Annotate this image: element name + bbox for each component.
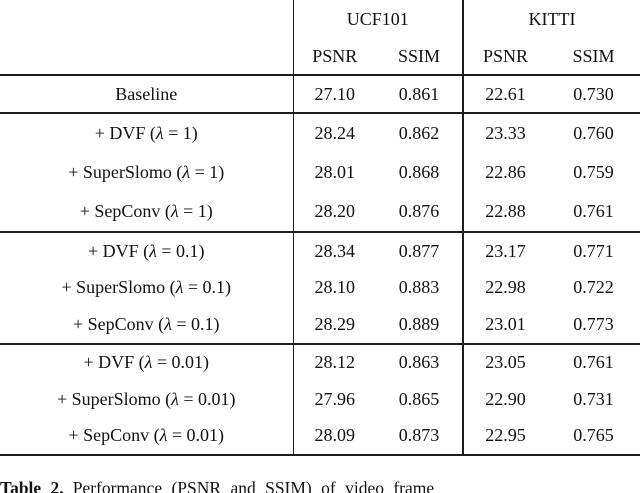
row-label: + DVF (λ = 1)	[0, 113, 294, 153]
ssim-kitti-value: 0.730	[573, 83, 614, 104]
ssim-kitti-value: 0.773	[573, 313, 614, 334]
corner-cell	[0, 0, 294, 75]
psnr-ucf101-value: 28.34	[314, 240, 356, 261]
table-row: Baseline 27.10 0.861 22.61 0.730	[0, 75, 640, 113]
ssim-kitti-value: 0.760	[573, 123, 614, 143]
psnr-kitti-value: 23.01	[485, 313, 526, 334]
row-label: Baseline	[0, 75, 294, 113]
table-row: + SuperSlomo (λ = 0.01) 27.96 0.865 22.9…	[0, 381, 640, 418]
ssim-kitti-value: 0.759	[573, 162, 614, 182]
psnr-ucf101-value: 28.01	[314, 162, 356, 182]
psnr-kitti-value: 22.95	[485, 425, 526, 446]
row-label: + SepConv (λ = 1)	[0, 192, 294, 232]
caption-label: Table 2.	[0, 478, 64, 493]
ssim-ucf101-value: 0.876	[376, 192, 465, 232]
table-row: + SepConv (λ = 0.01) 28.09 0.873 22.95 0…	[0, 417, 640, 455]
ssim-ucf101-value: 0.863	[376, 343, 465, 381]
ssim-kitti-value: 0.722	[573, 277, 614, 298]
table-row: + SuperSlomo (λ = 0.1) 28.10 0.883 22.98…	[0, 269, 640, 306]
ssim-ucf101-value: 0.877	[376, 232, 465, 270]
psnr-ucf101-value: 28.29	[314, 313, 356, 334]
row-label: + SuperSlomo (λ = 0.1)	[0, 269, 294, 306]
row-label: + DVF (λ = 0.1)	[0, 232, 294, 270]
ssim-ucf101-value: 0.862	[376, 113, 465, 153]
ssim-ucf101-value: 0.865	[376, 381, 465, 418]
ssim-ucf101-value: 0.883	[376, 269, 465, 306]
psnr-ucf101-value: 28.20	[314, 201, 356, 221]
psnr-kitti-value: 22.98	[485, 277, 526, 298]
psnr-ucf101-value: 28.10	[314, 277, 356, 298]
ssim-kitti-value: 0.761	[573, 352, 614, 373]
psnr-ucf101-value: 28.12	[314, 352, 356, 373]
dataset-header-ucf101: UCF101	[293, 0, 465, 38]
ssim-kitti-value: 0.765	[573, 425, 614, 446]
row-label: + SepConv (λ = 0.01)	[0, 417, 294, 455]
table-row: + SuperSlomo (λ = 1) 28.01 0.868 22.86 0…	[0, 153, 640, 192]
psnr-ucf101-value: 27.10	[314, 83, 356, 104]
ssim-ucf101-value: 0.868	[376, 153, 465, 192]
row-label: + SuperSlomo (λ = 0.01)	[0, 381, 294, 418]
psnr-kitti-value: 23.05	[485, 352, 526, 373]
table-row: + SepConv (λ = 1) 28.20 0.876 22.88 0.76…	[0, 192, 640, 232]
psnr-kitti-value: 22.61	[485, 83, 526, 104]
psnr-kitti-value: 23.33	[485, 123, 526, 143]
ssim-kitti-value: 0.771	[573, 240, 614, 261]
psnr-kitti-value: 22.88	[485, 201, 526, 221]
ssim-ucf101-value: 0.873	[376, 417, 465, 455]
table-row-dataset-header: UCF101 KITTI	[0, 0, 640, 75]
ssim-kitti-value: 0.731	[573, 388, 614, 409]
ssim-ucf101-value: 0.861	[376, 75, 465, 113]
psnr-ucf101-value: 27.96	[314, 388, 356, 409]
ssim-kitti-value: 0.761	[573, 201, 614, 221]
results-table: UCF101 KITTI PSNR SSIM PSNR SSIM Baselin…	[0, 0, 640, 455]
psnr-kitti-value: 22.90	[485, 388, 526, 409]
psnr-kitti-value: 22.86	[485, 162, 526, 182]
psnr-ucf101-value: 28.09	[314, 425, 356, 446]
table-row-metric-header: PSNR SSIM PSNR SSIM	[0, 38, 640, 75]
ssim-ucf101-value: 0.889	[376, 306, 465, 344]
dataset-header-kitti: KITTI	[528, 8, 576, 29]
metric-header-psnr-ucf101: PSNR	[312, 45, 358, 66]
psnr-kitti-value: 23.17	[485, 240, 526, 261]
metric-header-ssim-kitti: SSIM	[572, 45, 615, 66]
table-row: + DVF (λ = 0.1) 28.34 0.877 23.17 0.771	[0, 232, 640, 270]
table-row: + SepConv (λ = 0.1) 28.29 0.889 23.01 0.…	[0, 306, 640, 344]
row-label: + SepConv (λ = 0.1)	[0, 306, 294, 344]
metric-header-ssim-ucf101: SSIM	[376, 38, 465, 75]
metric-header-psnr-kitti: PSNR	[483, 45, 529, 66]
table-row: + DVF (λ = 1) 28.24 0.862 23.33 0.760	[0, 113, 640, 153]
row-label: + SuperSlomo (λ = 1)	[0, 153, 294, 192]
psnr-ucf101-value: 28.24	[314, 123, 356, 143]
caption-text: Performance (PSNR and SSIM) of video fra…	[72, 478, 435, 493]
table-row: + DVF (λ = 0.01) 28.12 0.863 23.05 0.761	[0, 343, 640, 381]
table-caption: Table 2. Performance (PSNR and SSIM) of v…	[0, 477, 640, 493]
row-label: + DVF (λ = 0.01)	[0, 343, 294, 381]
